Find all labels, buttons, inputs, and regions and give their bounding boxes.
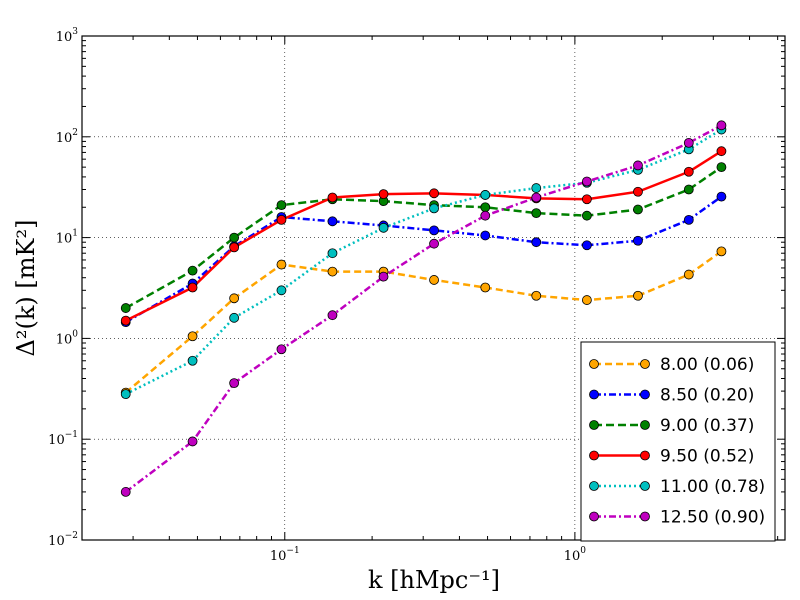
legend-label-4: 9.50 (0.52) (660, 447, 754, 467)
data-point-series-2 (633, 235, 643, 246)
axis-tick-labels: 10−1 100 10−2 10−1 100 101 102 103 (48, 27, 586, 564)
data-point-series-1 (187, 331, 198, 342)
legend-marker-3 (640, 420, 650, 430)
data-point-series-5 (229, 312, 240, 323)
data-point-series-3 (716, 162, 727, 173)
data-point-series-1 (327, 266, 338, 277)
data-point-series-3 (276, 200, 287, 211)
y-axis-label: Δ²(k) [mK²] (12, 220, 40, 357)
data-point-series-3 (229, 232, 240, 243)
data-point-series-6 (276, 344, 287, 355)
legend-marker-3 (589, 420, 599, 430)
data-point-series-5 (531, 183, 542, 193)
y-tick-label: 100 (56, 329, 79, 347)
data-point-series-6 (531, 192, 542, 203)
data-point-series-6 (683, 137, 694, 148)
data-point-series-2 (716, 191, 727, 202)
data-point-series-4 (581, 194, 592, 205)
data-point-series-1 (429, 275, 439, 285)
legend-marker-1 (640, 359, 650, 369)
plot-border (81, 35, 786, 541)
x-axis-label: k [hMpc⁻¹] (368, 566, 500, 594)
y-tick-label: 103 (56, 27, 79, 45)
data-point-series-2 (531, 237, 542, 248)
data-point-series-3 (480, 202, 491, 213)
data-point-series-5 (327, 248, 338, 259)
legend-label-2: 8.50 (0.20) (660, 386, 754, 406)
data-point-series-5 (276, 285, 287, 296)
data-point-series-6 (378, 271, 389, 282)
data-point-series-4 (683, 166, 694, 177)
data-point-series-1 (581, 295, 592, 305)
legend-label-3: 9.00 (0.37) (660, 416, 754, 436)
data-point-series-6 (480, 210, 491, 221)
data-point-series-1 (633, 290, 643, 301)
data-point-series-1 (276, 259, 287, 270)
legend-label-1: 8.00 (0.06) (660, 355, 754, 375)
x-tick-label: 10−1 (270, 546, 300, 564)
data-point-series-2 (683, 214, 694, 225)
data-point-series-2 (327, 216, 338, 227)
data-point-series-2 (581, 240, 592, 251)
data-point-series-6 (429, 238, 439, 249)
data-point-series-4 (378, 189, 389, 200)
data-point-series-3 (581, 210, 592, 221)
data-point-series-4 (120, 315, 131, 326)
data-point-series-4 (187, 282, 198, 293)
data-point-series-6 (187, 436, 198, 447)
y-tick-label: 10−1 (48, 430, 78, 448)
data-point-series-1 (716, 246, 727, 257)
legend-marker-2 (589, 389, 599, 400)
data-point-series-4 (429, 188, 439, 199)
data-point-series-5 (187, 355, 198, 366)
legend-marker-4 (589, 450, 599, 461)
data-point-series-1 (480, 282, 491, 293)
legend-marker-2 (640, 389, 650, 400)
data-point-series-5 (120, 389, 131, 400)
legend: 8.00 (0.06) 8.50 (0.20) 9.00 (0.37) 9.50 (0… (580, 341, 776, 542)
y-tick-label: 10−2 (48, 531, 78, 549)
data-point-series-2 (429, 225, 439, 236)
data-point-series-6 (229, 378, 240, 389)
y-tick-label: 101 (56, 229, 78, 247)
x-tick-label: 100 (564, 546, 587, 564)
legend-box (580, 341, 776, 542)
data-point-series-5 (378, 222, 389, 233)
y-tick-label: 102 (56, 128, 78, 146)
data-point-series-1 (683, 269, 694, 280)
data-point-series-3 (187, 265, 198, 276)
legend-label-5: 11.00 (0.78) (660, 477, 765, 497)
data-point-series-4 (633, 186, 643, 197)
data-point-series-3 (120, 303, 131, 313)
data-point-series-6 (327, 310, 338, 321)
data-point-series-4 (716, 146, 727, 157)
legend-marker-5 (640, 481, 650, 491)
data-point-series-6 (581, 176, 592, 187)
plot-frame (81, 35, 786, 541)
data-point-series-6 (120, 487, 131, 497)
series-markers (120, 120, 727, 497)
legend-label-6: 12.50 (0.90) (660, 508, 765, 528)
data-point-series-1 (229, 293, 240, 304)
data-point-series-6 (633, 160, 643, 171)
data-point-series-6 (716, 120, 727, 131)
data-point-series-4 (327, 192, 338, 203)
legend-marker-6 (640, 511, 650, 522)
legend-marker-1 (589, 359, 599, 369)
legend-marker-6 (589, 511, 599, 522)
legend-marker-5 (589, 481, 599, 491)
data-point-series-3 (531, 208, 542, 219)
data-point-series-5 (480, 190, 491, 200)
data-point-series-3 (683, 184, 694, 195)
legend-marker-4 (640, 450, 650, 461)
data-point-series-1 (531, 290, 542, 301)
data-point-series-3 (633, 204, 643, 215)
data-point-series-4 (276, 214, 287, 225)
data-point-series-2 (480, 230, 491, 241)
data-point-series-4 (229, 242, 240, 253)
data-point-series-5 (429, 203, 439, 214)
